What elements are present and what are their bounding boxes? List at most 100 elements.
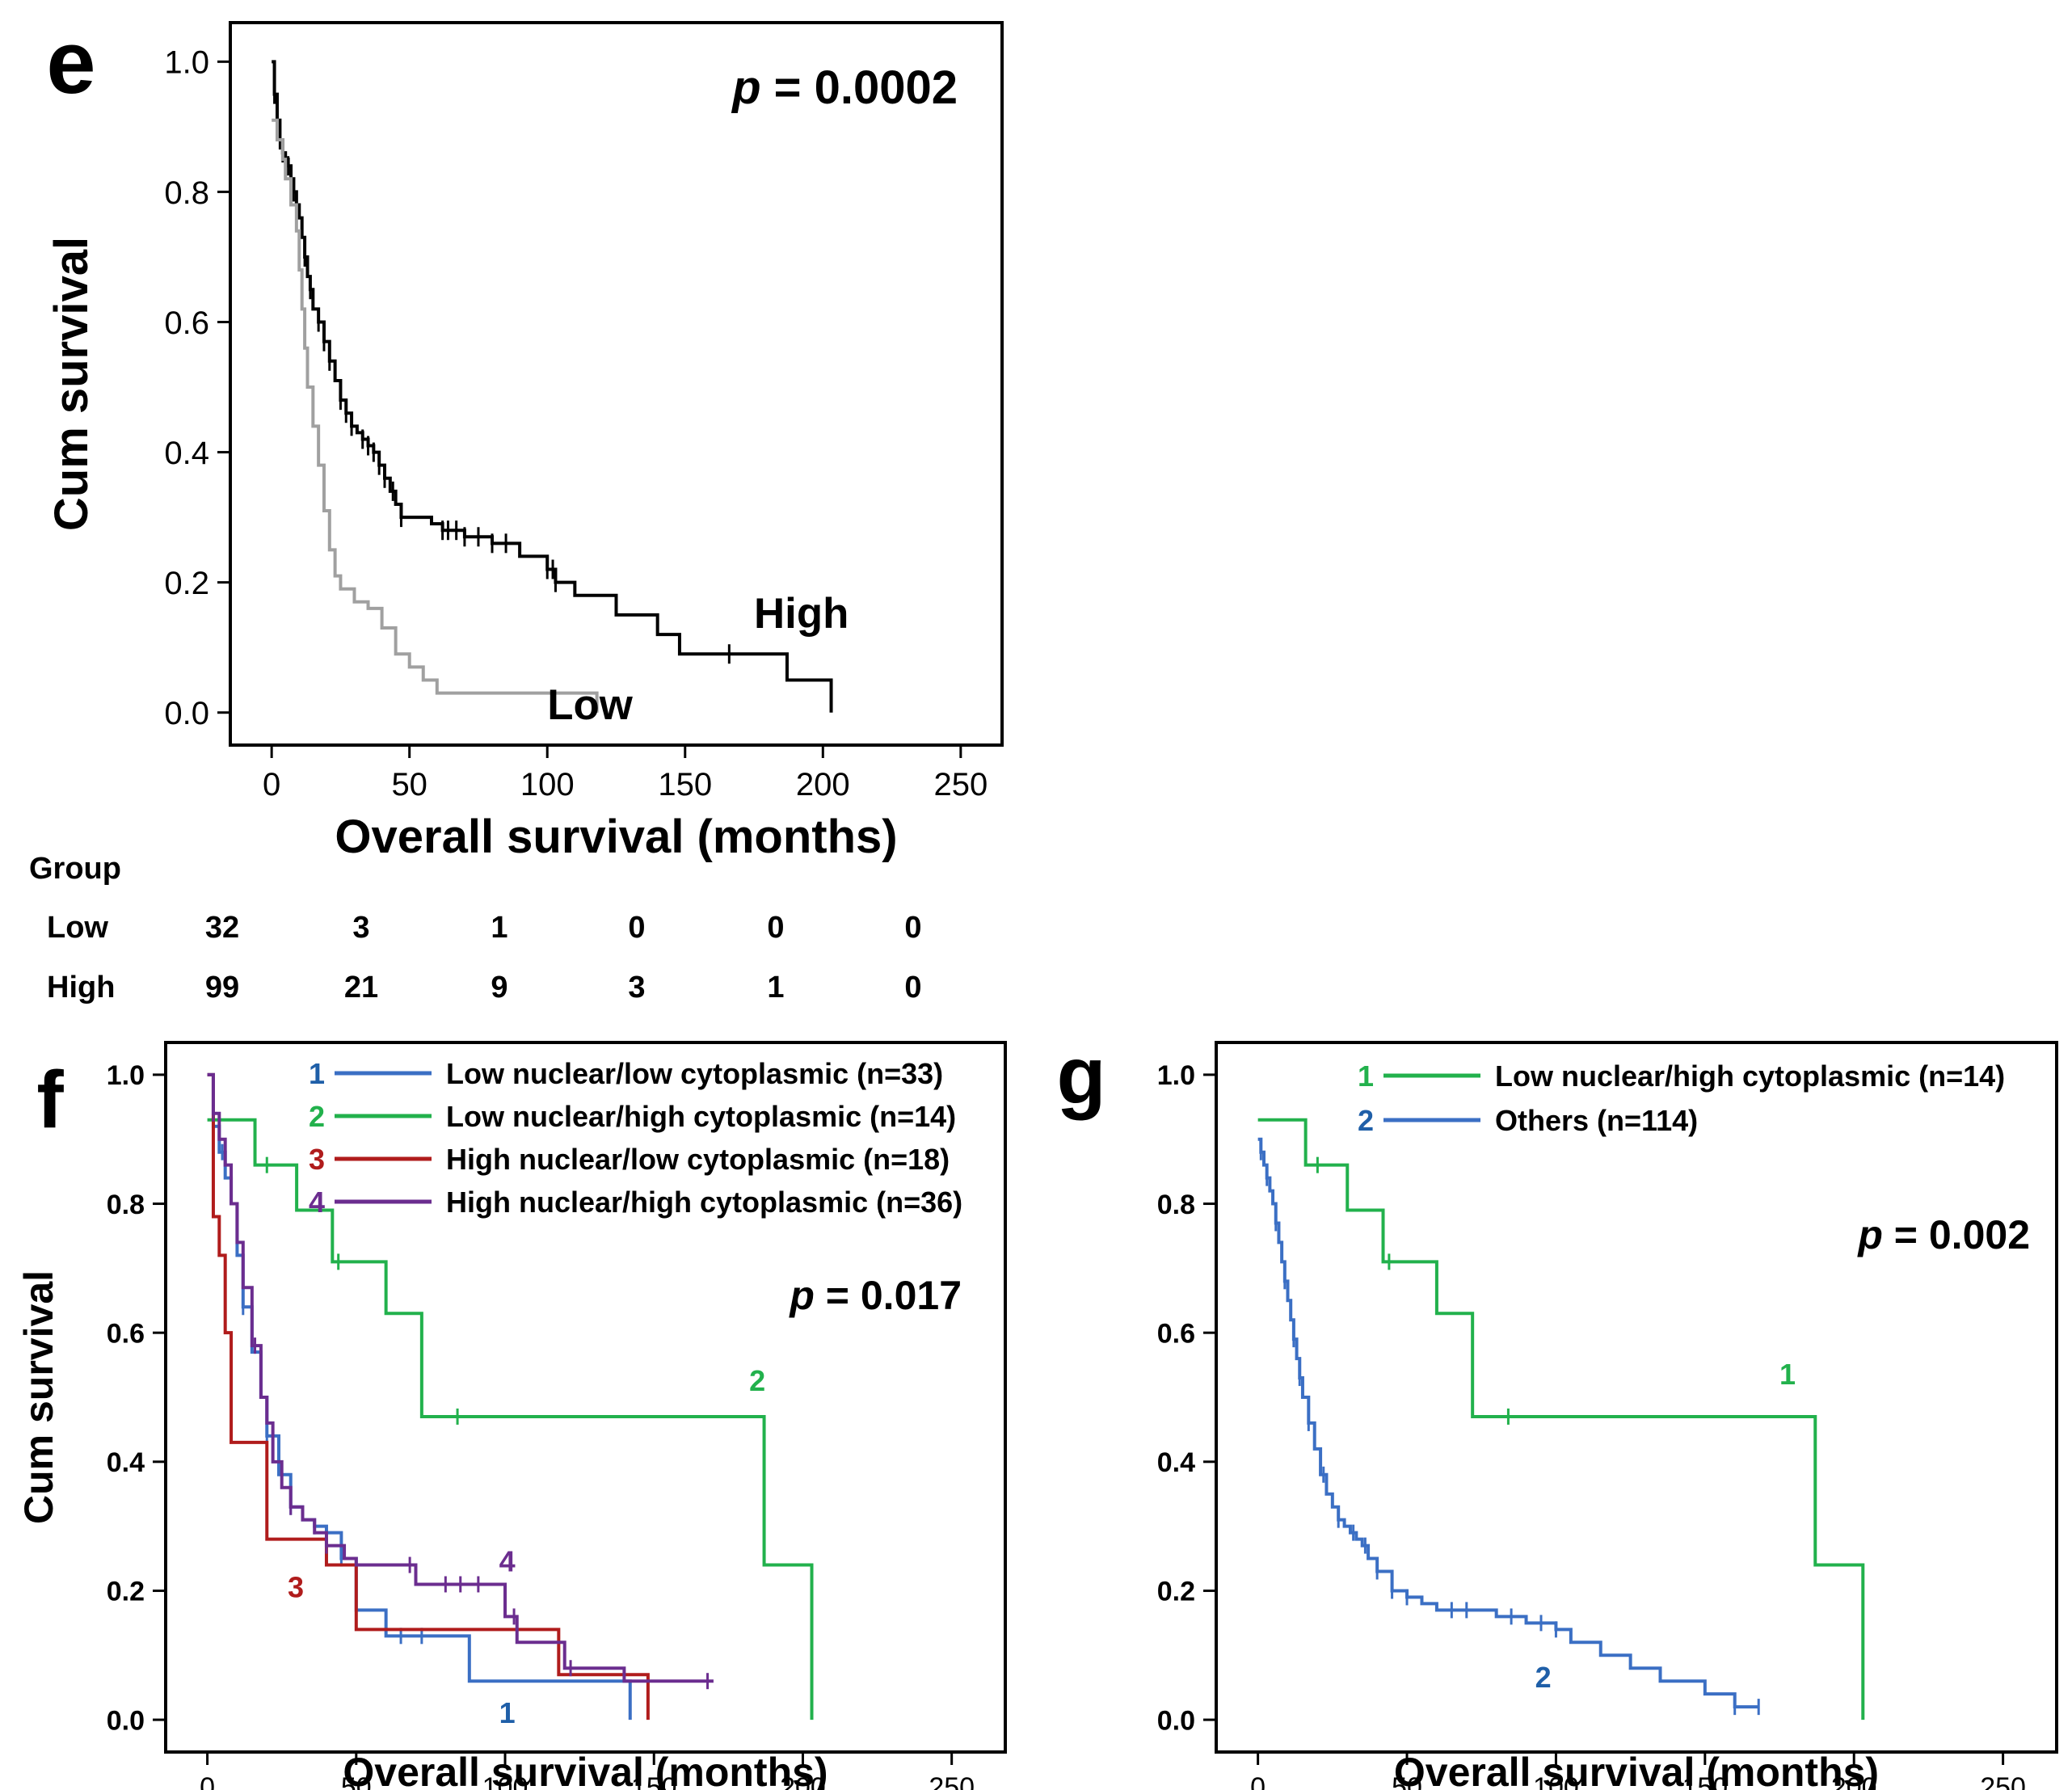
plot-frame — [1215, 1041, 2058, 1754]
risk-table-header: Group — [29, 852, 121, 886]
risk-table-cell: 1 — [767, 971, 784, 1005]
legend-label: High nuclear/low cytoplasmic (n=18) — [446, 1143, 950, 1176]
x-tick-label: 50 — [341, 1772, 372, 1790]
legend-label: High nuclear/high cytoplasmic (n=36) — [446, 1186, 962, 1219]
x-tick-label: 100 — [482, 1772, 529, 1790]
legend-label: Low nuclear/low cytoplasmic (n=33) — [446, 1057, 943, 1090]
y-tick-label: 0.0 — [107, 1705, 145, 1736]
x-tick-label: 200 — [780, 1772, 826, 1790]
plot-frame — [229, 21, 1004, 747]
panel-letter: f — [36, 1055, 64, 1145]
risk-table-cell: 32 — [205, 911, 239, 945]
p-value-number: = 0.002 — [1883, 1212, 2030, 1257]
plot-frame — [164, 1041, 1007, 1754]
y-tick-label: 0.8 — [107, 1190, 145, 1220]
x-tick-label: 50 — [391, 767, 427, 802]
p-value-symbol: p — [1856, 1212, 1883, 1257]
panel-g: g 0 50 100 150 200 250 0.0 0.2 0.4 0.6 0.8 1.0 Overal… — [1056, 1030, 2058, 1790]
x-tick-label: 250 — [933, 767, 988, 802]
panel-letter: g — [1056, 1030, 1105, 1121]
risk-table-cell: 0 — [767, 911, 784, 945]
x-tick-label: 50 — [1392, 1772, 1422, 1790]
y-tick-label: 0.2 — [164, 566, 209, 601]
x-tick-label: 150 — [631, 1772, 677, 1790]
x-axis-label: Overall survival (months) — [1394, 1750, 1879, 1790]
y-tick-label: 0.6 — [1157, 1318, 1195, 1349]
x-tick-label: 100 — [1533, 1772, 1579, 1790]
y-tick-label: 1.0 — [164, 45, 209, 81]
risk-table-cell: 0 — [628, 911, 645, 945]
y-axis-label: Cum survival — [16, 1270, 61, 1524]
y-tick-label: 0.6 — [107, 1318, 145, 1349]
curve-label-1: 1 — [1779, 1358, 1796, 1391]
p-value: p = 0.0002 — [731, 61, 958, 114]
p-value: p = 0.017 — [788, 1273, 962, 1318]
y-tick-label: 0.4 — [1157, 1447, 1195, 1478]
legend-label: Low nuclear/high cytoplasmic (n=14) — [1495, 1059, 2005, 1093]
x-tick-label: 150 — [658, 767, 712, 802]
risk-table-cell: 21 — [344, 971, 378, 1005]
panel-f: f 0 50 100 150 200 250 0.0 0.2 0.4 0.6 0.8 1.0 Overal… — [16, 1041, 1007, 1790]
curve-label-3: 3 — [288, 1570, 304, 1603]
y-tick-label: 0.6 — [164, 305, 209, 341]
panel-letter: e — [46, 13, 95, 112]
y-tick-label: 1.0 — [107, 1060, 145, 1091]
p-value-number: = 0.017 — [815, 1273, 962, 1318]
legend-number: 1 — [309, 1057, 325, 1090]
y-tick-label: 0.8 — [164, 175, 209, 211]
x-tick-label: 0 — [200, 1772, 215, 1790]
legend-number: 2 — [309, 1100, 325, 1133]
x-axis-label: Overall survival (months) — [343, 1750, 828, 1790]
curve-label-high: High — [754, 590, 849, 638]
survival-curve-2 — [207, 1118, 814, 1721]
survival-curve-3 — [207, 1072, 650, 1721]
legend-number: 3 — [309, 1143, 325, 1176]
x-tick-label: 0 — [1250, 1772, 1266, 1790]
x-tick-label: 0 — [263, 767, 280, 802]
y-tick-label: 0.8 — [1157, 1190, 1195, 1220]
survival-curve-high — [272, 60, 833, 713]
risk-table-cell: 3 — [352, 911, 369, 945]
risk-table-cell: 1 — [491, 911, 507, 945]
risk-table-cell: 9 — [491, 971, 507, 1005]
risk-table-row-label: High — [47, 971, 115, 1005]
curve-label-4: 4 — [499, 1545, 516, 1578]
p-value-symbol: p — [788, 1273, 815, 1318]
x-axis-label: Overall survival (months) — [335, 811, 897, 863]
curve-label-2: 2 — [1535, 1661, 1552, 1694]
y-tick-label: 0.4 — [107, 1447, 145, 1478]
x-tick-label: 200 — [796, 767, 850, 802]
y-tick-label: 0.2 — [107, 1577, 145, 1607]
legend-label: Others (n=114) — [1495, 1104, 1698, 1137]
survival-curve-1 — [1257, 1118, 1865, 1721]
p-value-symbol: p — [731, 61, 760, 114]
risk-table-cell: 0 — [904, 971, 921, 1005]
p-value-number: = 0.0002 — [761, 61, 958, 114]
curve-label-2: 2 — [749, 1364, 765, 1397]
curve-label-1: 1 — [499, 1696, 516, 1729]
survival-curve-low — [272, 118, 599, 713]
x-tick-label: 100 — [520, 767, 575, 802]
x-tick-label: 200 — [1831, 1772, 1877, 1790]
y-tick-label: 0.0 — [164, 696, 209, 731]
y-tick-label: 1.0 — [1157, 1060, 1195, 1091]
x-tick-label: 150 — [1682, 1772, 1728, 1790]
p-value: p = 0.002 — [1856, 1212, 2030, 1257]
legend-number: 2 — [1358, 1104, 1374, 1137]
y-tick-label: 0.4 — [164, 436, 209, 471]
curve-label-low: Low — [547, 681, 634, 729]
risk-table-cell: 0 — [904, 911, 921, 945]
x-tick-label: 250 — [1980, 1772, 2026, 1790]
legend-label: Low nuclear/high cytoplasmic (n=14) — [446, 1100, 956, 1133]
legend-number: 4 — [309, 1186, 325, 1219]
legend-number: 1 — [1358, 1059, 1374, 1093]
y-tick-label: 0.2 — [1157, 1577, 1195, 1607]
risk-table-cell: 3 — [628, 971, 645, 1005]
panel-e: e0 50 100 150 200 2500.00.20.40.60.81.0Overal… — [29, 13, 1004, 1005]
y-axis-label: Cum survival — [45, 237, 98, 531]
y-tick-label: 0.0 — [1157, 1705, 1195, 1736]
x-tick-label: 250 — [929, 1772, 975, 1790]
risk-table-cell: 99 — [205, 971, 239, 1005]
risk-table-row-label: Low — [47, 911, 108, 945]
